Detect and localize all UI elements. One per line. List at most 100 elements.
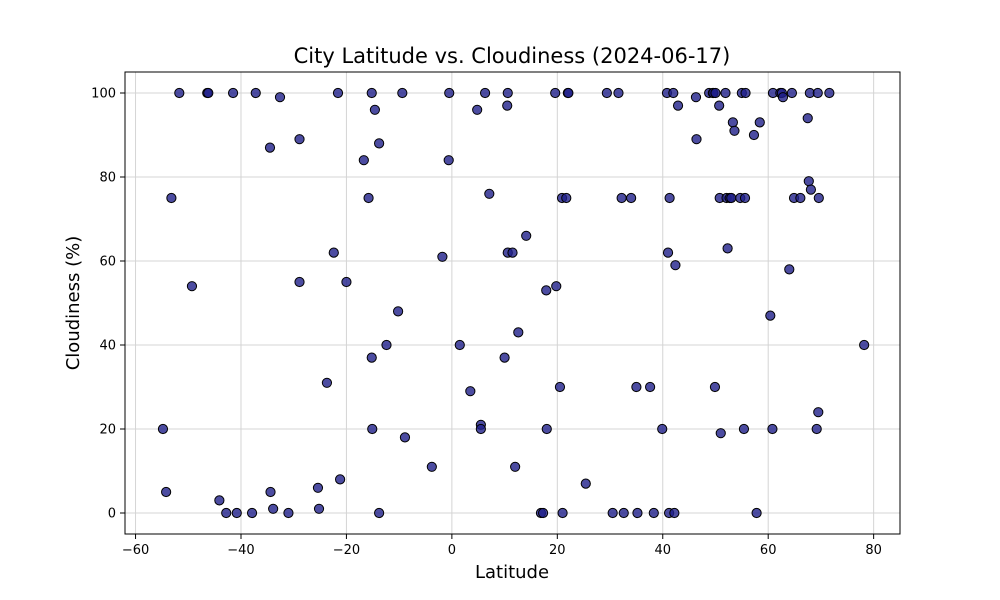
data-point <box>738 423 750 435</box>
data-point <box>268 503 279 514</box>
data-point <box>513 327 524 338</box>
data-point <box>203 87 214 99</box>
data-point <box>537 507 549 519</box>
data-point <box>484 188 495 199</box>
data-point <box>294 276 305 288</box>
data-point <box>392 306 404 317</box>
data-point <box>618 507 629 519</box>
data-point <box>613 87 624 99</box>
data-point <box>550 87 561 99</box>
data-point <box>607 507 618 519</box>
y-tick-label: 60 <box>99 255 116 270</box>
y-axis-title: Cloudiness (%) <box>63 236 84 371</box>
data-point <box>672 100 684 111</box>
data-point <box>690 92 702 103</box>
data-point <box>722 243 733 254</box>
data-point <box>250 87 261 99</box>
data-point <box>739 192 751 204</box>
data-point <box>657 423 668 435</box>
data-point <box>551 281 562 292</box>
x-tick-label: 60 <box>760 543 777 558</box>
data-point <box>381 339 392 351</box>
y-tick-label: 100 <box>91 87 116 102</box>
data-point <box>186 281 198 292</box>
data-point <box>499 352 510 363</box>
x-tick-label: 80 <box>865 543 882 558</box>
data-point <box>294 134 305 145</box>
data-point <box>631 381 642 393</box>
data-point <box>161 486 172 498</box>
data-point <box>813 407 824 418</box>
data-point <box>312 482 324 493</box>
chart-title: City Latitude vs. Cloudiness (2024-06-17… <box>294 44 731 68</box>
data-point <box>472 104 483 115</box>
data-point <box>632 507 643 519</box>
data-point <box>811 423 822 435</box>
data-point <box>374 507 385 519</box>
data-point <box>765 310 776 321</box>
data-point <box>541 285 552 296</box>
data-point <box>714 100 725 111</box>
data-point <box>328 247 339 258</box>
y-tick-label: 20 <box>99 423 116 438</box>
data-point <box>802 113 813 124</box>
data-point <box>777 92 789 103</box>
data-point <box>465 386 476 397</box>
data-point <box>795 192 806 204</box>
axis-ticks: −60 −40 −20 0 20 40 60 80 0 20 40 60 80 100 <box>91 87 882 559</box>
data-point <box>366 87 377 99</box>
data-point <box>246 507 258 519</box>
y-tick-label: 40 <box>99 339 116 354</box>
data-point <box>691 134 702 145</box>
data-point <box>174 87 185 99</box>
data-point <box>157 423 169 435</box>
data-point <box>859 339 870 351</box>
data-point <box>726 192 737 204</box>
data-point <box>767 423 778 435</box>
data-point <box>397 87 408 99</box>
data-point <box>231 507 242 519</box>
data-point <box>521 230 532 241</box>
data-point <box>720 87 731 99</box>
data-point <box>444 87 455 99</box>
data-point <box>426 461 437 472</box>
data-point <box>313 503 325 514</box>
data-point <box>214 495 225 506</box>
data-point <box>664 192 675 204</box>
data-point <box>502 100 513 111</box>
x-axis-title: Latitude <box>475 562 549 583</box>
data-point <box>554 381 566 393</box>
x-tick-label: 40 <box>654 543 671 558</box>
data-point <box>710 87 721 99</box>
data-point <box>358 155 369 166</box>
data-point <box>374 138 385 149</box>
data-point <box>727 117 738 128</box>
data-point <box>580 478 591 489</box>
data-point <box>813 192 824 204</box>
data-point <box>369 104 380 115</box>
data-point <box>454 339 465 351</box>
data-point <box>784 264 795 275</box>
data-point <box>502 87 513 99</box>
data-point <box>510 461 521 472</box>
x-tick-label: −60 <box>122 543 149 558</box>
data-point <box>601 87 612 99</box>
data-point <box>729 125 740 136</box>
data-point <box>616 192 627 204</box>
data-point <box>321 377 333 388</box>
data-point <box>557 507 568 519</box>
data-point <box>274 92 286 103</box>
data-point <box>332 87 344 99</box>
x-tick-label: −20 <box>333 543 360 558</box>
data-point <box>283 507 294 519</box>
data-point <box>648 507 659 519</box>
data-point <box>812 87 823 99</box>
data-point <box>227 87 239 99</box>
y-tick-label: 80 <box>99 171 116 186</box>
data-point <box>754 117 765 128</box>
data-point <box>668 87 679 99</box>
data-point <box>669 507 680 519</box>
y-tick-label: 0 <box>108 507 116 522</box>
